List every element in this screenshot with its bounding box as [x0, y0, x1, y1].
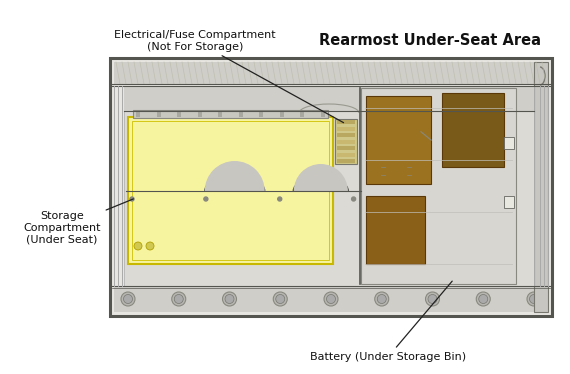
- Bar: [361, 88, 516, 284]
- Bar: [132, 121, 329, 260]
- Bar: [128, 117, 333, 264]
- Bar: [442, 93, 504, 168]
- Circle shape: [276, 294, 285, 303]
- Circle shape: [174, 294, 183, 303]
- Bar: [504, 137, 514, 149]
- Bar: [337, 133, 355, 137]
- Bar: [177, 111, 181, 117]
- Circle shape: [278, 197, 282, 201]
- Bar: [371, 115, 421, 157]
- Bar: [379, 105, 413, 117]
- Bar: [335, 119, 357, 164]
- Bar: [366, 96, 431, 184]
- Text: Rearmost Under-Seat Area: Rearmost Under-Seat Area: [319, 33, 541, 48]
- Bar: [114, 62, 548, 84]
- Circle shape: [124, 294, 132, 303]
- Circle shape: [425, 292, 439, 306]
- Bar: [259, 111, 263, 117]
- Bar: [337, 120, 355, 124]
- Wedge shape: [294, 164, 348, 191]
- Circle shape: [377, 294, 386, 303]
- Circle shape: [530, 294, 539, 303]
- Circle shape: [146, 242, 154, 250]
- Circle shape: [527, 292, 541, 306]
- Bar: [321, 111, 325, 117]
- Circle shape: [204, 197, 208, 201]
- Bar: [198, 111, 202, 117]
- Bar: [239, 111, 243, 117]
- Bar: [379, 159, 387, 187]
- Circle shape: [222, 292, 237, 306]
- Bar: [218, 111, 222, 117]
- Circle shape: [477, 292, 490, 306]
- Bar: [405, 159, 413, 187]
- Circle shape: [121, 292, 135, 306]
- Circle shape: [352, 197, 356, 201]
- Bar: [133, 110, 328, 118]
- Circle shape: [324, 292, 338, 306]
- Circle shape: [374, 292, 389, 306]
- Bar: [504, 196, 514, 208]
- Bar: [124, 86, 534, 111]
- Circle shape: [479, 294, 488, 303]
- Circle shape: [273, 292, 287, 306]
- Bar: [114, 286, 548, 312]
- Circle shape: [428, 294, 437, 303]
- Bar: [157, 111, 161, 117]
- Bar: [366, 196, 425, 264]
- Bar: [337, 153, 355, 156]
- Text: Battery (Under Storage Bin): Battery (Under Storage Bin): [310, 281, 466, 362]
- Circle shape: [130, 197, 134, 201]
- Wedge shape: [205, 161, 264, 191]
- Text: Storage
Compartment
(Under Seat): Storage Compartment (Under Seat): [23, 199, 133, 245]
- Bar: [337, 146, 355, 150]
- Bar: [337, 159, 355, 163]
- Circle shape: [327, 294, 336, 303]
- Bar: [280, 111, 284, 117]
- Bar: [124, 86, 534, 286]
- Bar: [110, 58, 552, 316]
- Circle shape: [134, 242, 142, 250]
- Bar: [534, 62, 548, 312]
- Circle shape: [172, 292, 186, 306]
- Bar: [136, 111, 140, 117]
- Bar: [337, 140, 355, 144]
- Bar: [300, 111, 304, 117]
- Circle shape: [225, 294, 234, 303]
- Bar: [337, 126, 355, 131]
- Text: Electrical/Fuse Compartment
(Not For Storage): Electrical/Fuse Compartment (Not For Sto…: [114, 30, 344, 123]
